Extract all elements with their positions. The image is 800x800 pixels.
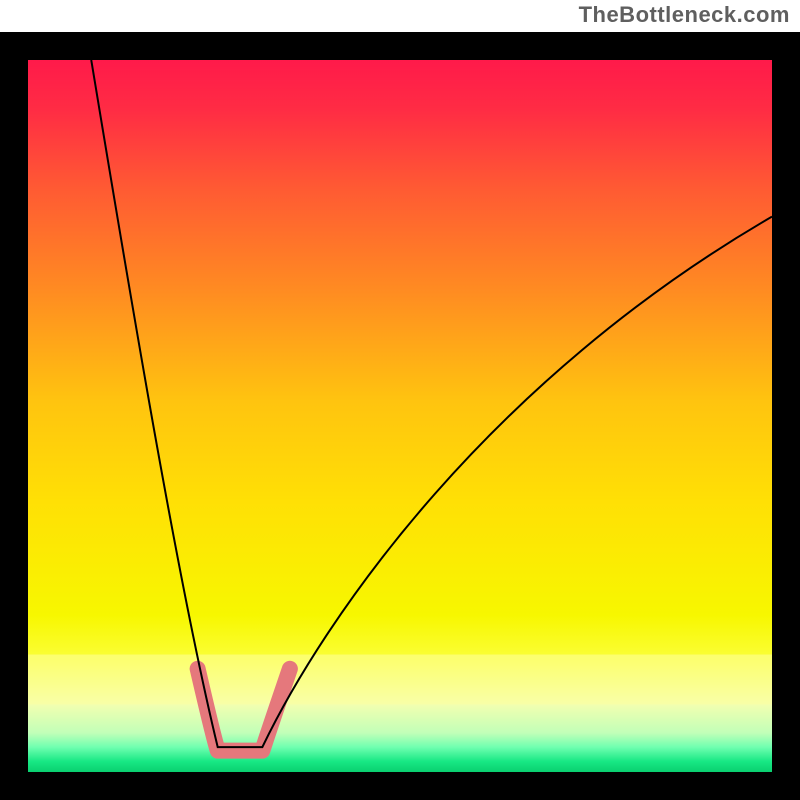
frame-border-top (0, 32, 800, 60)
stage: TheBottleneck.com (0, 0, 800, 800)
pale-yellow-band (28, 655, 772, 705)
watermark-text: TheBottleneck.com (579, 2, 790, 28)
frame-border-right (772, 32, 800, 800)
plot-svg (28, 60, 772, 772)
plot-area (28, 60, 772, 772)
frame-border-left (0, 32, 28, 800)
frame-border-bottom (0, 772, 800, 800)
